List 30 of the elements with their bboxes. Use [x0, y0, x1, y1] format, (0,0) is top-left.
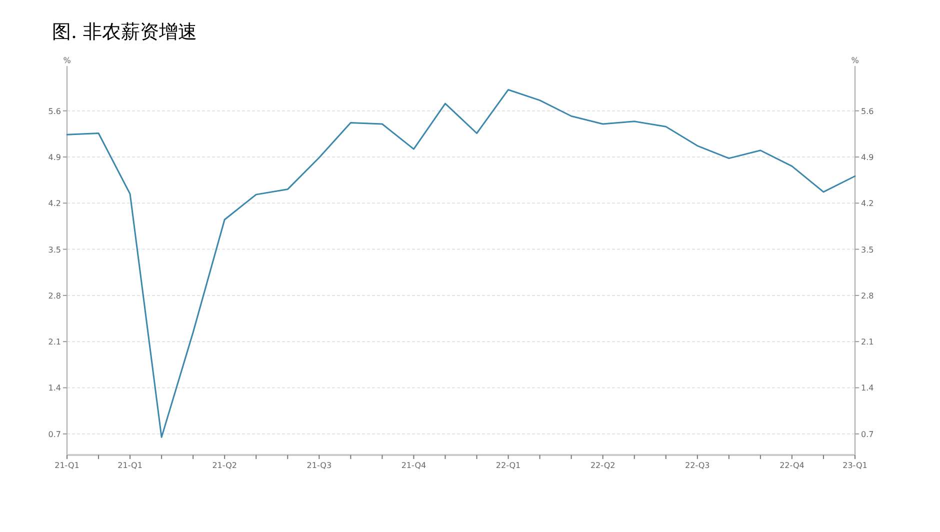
y-tick-label: 5.6 — [48, 106, 61, 116]
y2-tick-label: 4.9 — [861, 152, 874, 162]
y2-tick-label: 1.4 — [861, 384, 874, 393]
y2-tick-label: 5.6 — [861, 106, 874, 116]
y-axis-title: % — [63, 56, 72, 65]
y-tick-label: 1.4 — [48, 384, 61, 393]
y2-tick-label: 4.2 — [861, 199, 874, 208]
y-tick-label: 2.1 — [48, 338, 61, 347]
x-tick-label: 22-Q1 — [496, 461, 521, 470]
y-tick-label: 0.7 — [48, 430, 61, 439]
y2-tick-label: 2.1 — [861, 338, 874, 347]
x-tick-label: 22-Q3 — [685, 461, 710, 470]
x-tick-label: 21-Q3 — [306, 461, 332, 470]
y2-tick-label: 2.8 — [861, 291, 874, 300]
y2-tick-label: 0.7 — [861, 430, 874, 439]
y2-axis-title: % — [851, 56, 860, 65]
x-tick-label: 21-Q1 — [54, 461, 80, 470]
chart-title: 图. 非农薪资增速 — [52, 21, 198, 43]
y-tick-label: 4.9 — [48, 152, 61, 162]
y-tick-label: 2.8 — [48, 291, 61, 300]
x-tick-label: 22-Q2 — [590, 461, 616, 470]
line-series — [66, 88, 856, 438]
x-tick-label: 21-Q4 — [401, 461, 426, 470]
y2-tick-label: 3.5 — [861, 245, 874, 254]
x-tick-label: 21-Q1 — [118, 461, 142, 470]
x-tick-label: 22-Q4 — [780, 461, 804, 470]
x-tick-label: 23-Q1 — [842, 461, 868, 470]
y-tick-label: 3.5 — [48, 245, 61, 254]
x-tick-label: 21-Q2 — [212, 461, 237, 470]
y-tick-label: 4.2 — [48, 199, 61, 208]
